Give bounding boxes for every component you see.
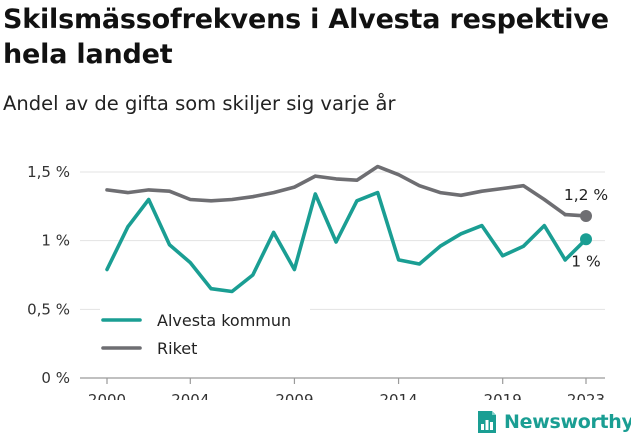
newsworthy-logo: Newsworthy (475, 407, 631, 437)
y-axis: 0 % 0,5 % 1 % 1,5 % (27, 163, 70, 387)
x-tick-label: 2004 (171, 391, 209, 400)
series-lines (105, 164, 592, 294)
brand-name: Newsworthy (504, 411, 631, 433)
legend-item-alvesta-label: Alvesta kommun (157, 311, 291, 330)
bar-chart-document-icon (478, 411, 496, 433)
x-tick-label: 2023 (567, 391, 605, 400)
x-tick-label: 2019 (484, 391, 522, 400)
y-tick-label: 0 % (41, 369, 70, 387)
y-tick-label: 0,5 % (27, 300, 70, 318)
legend-item-riket-label: Riket (157, 339, 197, 358)
chart-subtitle: Andel av de gifta som skiljer sig varje … (3, 92, 396, 115)
legend: Alvesta kommun Riket (100, 296, 310, 366)
series-line-riket (105, 164, 568, 217)
series-end-point (580, 233, 592, 246)
x-tick-label: 2014 (379, 391, 417, 400)
end-labels: 1,2 % 1 % (564, 186, 608, 270)
legend-background (100, 296, 310, 366)
series-line-alvesta (105, 190, 568, 294)
y-tick-label: 1 % (41, 232, 70, 250)
end-label-alvesta: 1 % (571, 252, 601, 270)
x-tick-label: 2009 (275, 391, 313, 400)
chart-title: Skilsmässofrekvens i Alvesta respektive … (3, 4, 609, 70)
x-axis: 2000 2004 2009 2014 2019 2023 (88, 378, 605, 400)
line-chart: 0 % 0,5 % 1 % 1,5 % 2000 2004 2009 2014 2019 202… (27, 163, 608, 400)
x-tick-label: 2000 (88, 391, 126, 400)
y-tick-label: 1,5 % (27, 163, 70, 181)
series-end-point (580, 209, 592, 222)
end-label-riket: 1,2 % (564, 186, 608, 204)
